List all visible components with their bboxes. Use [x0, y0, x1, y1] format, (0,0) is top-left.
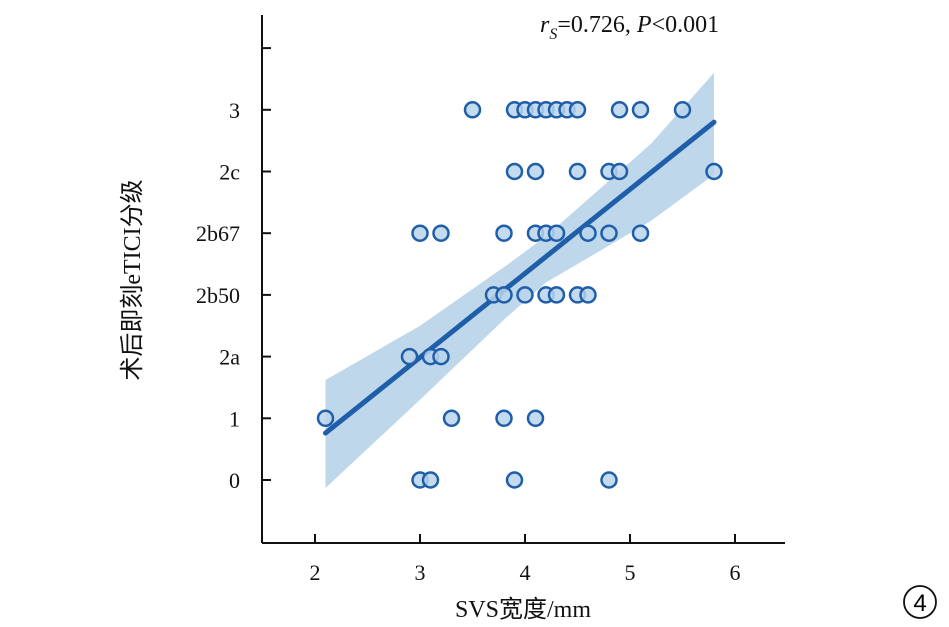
- data-point: [526, 162, 545, 181]
- data-point: [495, 286, 513, 304]
- x-tick-label: 5: [625, 560, 636, 585]
- x-tick-label: 4: [520, 560, 531, 585]
- data-point: [400, 347, 419, 366]
- x-axis-label: SVS宽度/mm: [455, 596, 591, 623]
- data-point: [316, 409, 335, 428]
- data-point: [547, 224, 566, 242]
- data-point: [495, 224, 513, 242]
- stat-part: =0.726,: [557, 12, 637, 38]
- stat-annotation: rS=0.726, P<0.001: [540, 12, 719, 43]
- data-point: [600, 224, 618, 242]
- panel-label-circle: [903, 585, 937, 619]
- data-point: [579, 224, 597, 242]
- data-point: [610, 101, 629, 119]
- data-point: [631, 101, 650, 119]
- data-point: [516, 286, 534, 304]
- x-tick-label: 2: [310, 560, 321, 585]
- data-point: [673, 101, 692, 119]
- y-tick-label: 3: [229, 98, 240, 123]
- data-point: [526, 409, 545, 428]
- y-tick-label: 2a: [219, 345, 240, 370]
- stat-part: r: [540, 12, 550, 38]
- data-point: [463, 101, 482, 119]
- data-point: [579, 286, 597, 304]
- regression-line: [323, 119, 717, 436]
- y-tick-label: 0: [229, 468, 240, 493]
- y-tick-label: 2c: [219, 160, 240, 185]
- data-point: [421, 471, 440, 489]
- y-tick-label: 2b50: [196, 283, 240, 308]
- data-point: [432, 347, 450, 366]
- y-axis-label: 术后即刻eTICI分级: [119, 179, 146, 380]
- data-point: [505, 162, 524, 181]
- data-point: [495, 409, 513, 428]
- data-point: [442, 409, 461, 428]
- x-tick-label: 3: [415, 560, 426, 585]
- y-tick-label: 1: [229, 406, 240, 431]
- y-tick-label: 2b67: [196, 221, 240, 246]
- data-point: [547, 286, 566, 304]
- x-tick-label: 6: [730, 560, 741, 585]
- data-point: [505, 471, 524, 489]
- stat-part: P: [636, 12, 652, 38]
- data-point: [610, 162, 629, 181]
- panel-label: 4: [913, 590, 926, 617]
- data-point: [631, 224, 650, 242]
- data-point: [411, 224, 429, 242]
- data-point: [568, 162, 587, 181]
- data-point: [600, 471, 618, 489]
- data-point: [705, 162, 723, 181]
- stat-part: <0.001: [652, 12, 720, 38]
- stat-part: S: [549, 26, 557, 43]
- data-point: [432, 224, 450, 242]
- data-point: [568, 101, 587, 119]
